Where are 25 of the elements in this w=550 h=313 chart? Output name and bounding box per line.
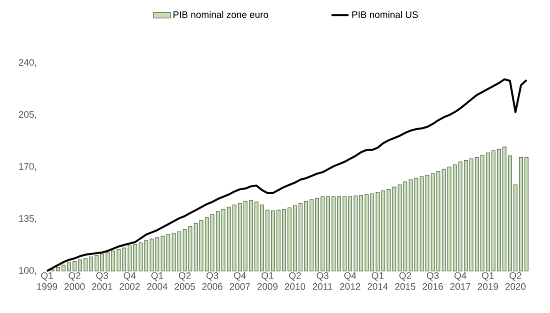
- y-tick-label: 205,: [18, 111, 36, 119]
- x-tick-label: Q2 2010: [284, 272, 306, 290]
- legend-label: PIB nominal zone euro: [174, 11, 268, 18]
- x-tick-label: Q4 2002: [120, 272, 140, 290]
- x-tick-label: Q4 2012: [340, 272, 360, 290]
- x-tick-label: Q1 2004: [147, 272, 168, 290]
- x-tick-label: Q4 2007: [230, 272, 250, 290]
- y-tick-label: 100,: [19, 267, 36, 275]
- x-tick-label: Q2 2005: [174, 272, 195, 290]
- x-tick-label: Q1 2009: [257, 272, 278, 290]
- x-tick-label: Q2 2000: [64, 272, 85, 290]
- x-tick-label: Q3 2011: [312, 272, 332, 290]
- legend-label: PIB nominal US: [352, 11, 418, 18]
- y-tick-label: 135,: [19, 215, 36, 223]
- y-tick-label: 170,: [19, 163, 36, 171]
- x-tick-label: Q4 2017: [450, 272, 470, 290]
- x-tick-label: Q3 2016: [422, 272, 443, 290]
- y-tick-label: 240,: [18, 59, 36, 67]
- x-tick-label: Q1 2019: [478, 272, 498, 290]
- x-tick-label: Q1 1999: [37, 272, 58, 290]
- x-tick-label: Q2 2020: [505, 272, 526, 290]
- x-tick-label: Q3 2001: [92, 272, 112, 290]
- x-tick-label: Q3 2006: [202, 272, 222, 290]
- x-tick-label: Q1 2014: [368, 272, 388, 290]
- x-tick-label: Q2 2015: [395, 272, 416, 290]
